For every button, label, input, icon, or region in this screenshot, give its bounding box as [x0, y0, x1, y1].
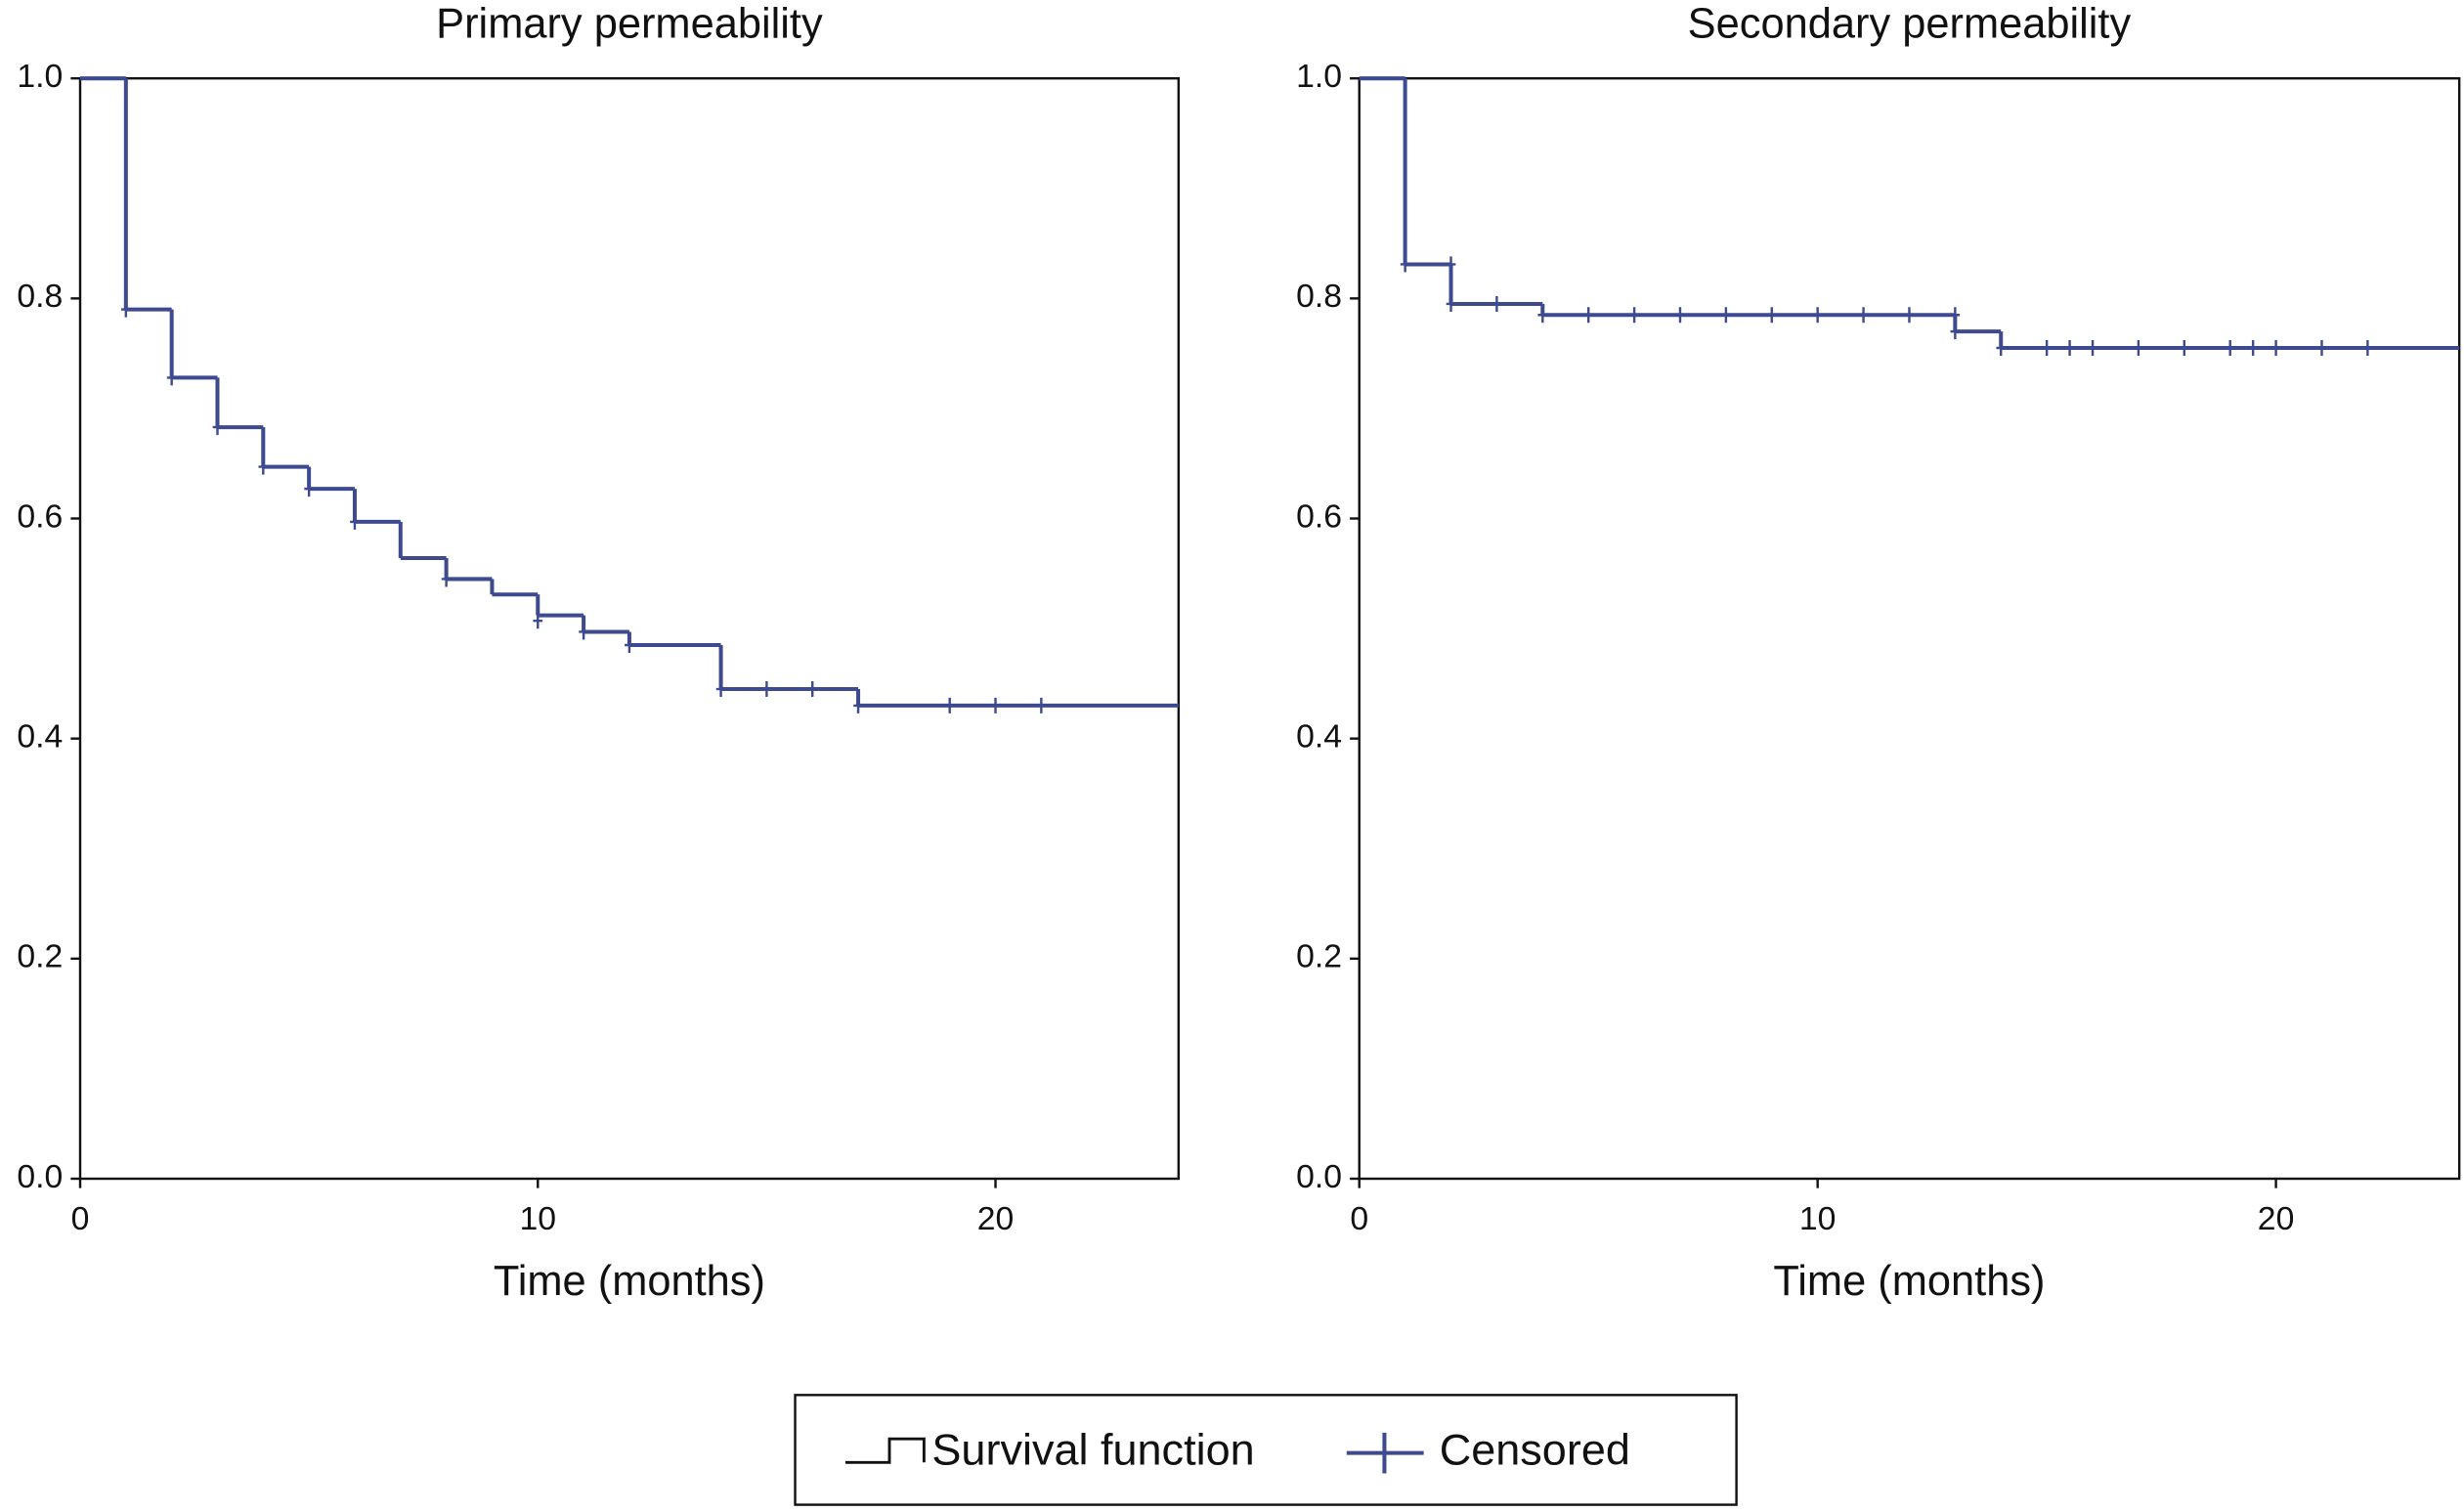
y-tick-label: 1.0	[17, 58, 63, 95]
y-tick-label: 0.0	[1296, 1158, 1342, 1195]
x-axis-label: Time (months)	[1773, 1258, 2045, 1305]
y-tick-label: 0.4	[1296, 718, 1342, 756]
x-tick-label: 10	[519, 1200, 556, 1237]
y-tick-label: 0.0	[17, 1158, 63, 1195]
y-tick-label: 0.8	[1296, 278, 1342, 315]
y-tick-label: 0.8	[17, 278, 63, 315]
censored-mark	[1583, 307, 1594, 324]
censored-mark	[2064, 339, 2075, 357]
chart-title: Secondary permeability	[1688, 1, 2132, 48]
censored-mark	[1721, 307, 1731, 324]
x-tick-label: 20	[977, 1200, 1015, 1237]
censored-mark	[1950, 324, 1961, 340]
plot-frame	[1358, 76, 2461, 1181]
censored-mark	[304, 481, 314, 497]
censored-mark	[2270, 339, 2281, 357]
censored-mark	[1446, 256, 1456, 273]
censored-mark	[579, 624, 588, 640]
legend-symbol	[844, 1437, 926, 1464]
censored-mark	[807, 680, 818, 698]
censored-mark	[121, 301, 131, 318]
censored-mark	[1036, 697, 1047, 713]
censored-mark	[166, 369, 177, 386]
legend-symbol	[1346, 1432, 1424, 1474]
censored-mark	[1491, 295, 1502, 312]
censored-mark	[1904, 307, 1915, 324]
y-tick-label: 0.6	[1296, 497, 1342, 535]
x-tick-label: 20	[2258, 1200, 2295, 1237]
legend-box	[794, 1394, 1738, 1506]
y-tick-label: 0.2	[1296, 938, 1342, 975]
censored-mark	[944, 697, 955, 713]
x-tick-label: 0	[71, 1200, 90, 1237]
censored-mark	[2042, 339, 2052, 357]
censored-mark	[2179, 339, 2189, 357]
x-axis-label: Time (months)	[494, 1258, 765, 1305]
censored-mark	[2134, 339, 2143, 357]
x-tick-label: 0	[1350, 1200, 1368, 1237]
censored-mark	[1996, 339, 2007, 357]
censored-mark	[1537, 307, 1548, 324]
censored-mark	[533, 613, 543, 629]
censored-mark	[1629, 307, 1639, 324]
x-tick-label: 10	[1799, 1200, 1837, 1237]
censored-mark	[2248, 339, 2258, 357]
y-tick-label: 0.4	[17, 718, 63, 756]
censored-mark	[1950, 307, 1961, 324]
legend-label: Censored	[1440, 1425, 1630, 1475]
censored-mark	[1446, 295, 1456, 312]
plot-frame	[78, 76, 1181, 1181]
censored-mark	[212, 419, 223, 436]
censored-mark	[715, 680, 726, 698]
censored-mark	[1400, 256, 1410, 273]
censored-mark	[1858, 307, 1869, 324]
censored-mark	[2225, 339, 2235, 357]
legend-label: Survival function	[931, 1425, 1254, 1475]
censored-mark	[1812, 307, 1823, 324]
censored-mark	[1675, 307, 1685, 324]
censored-mark	[2088, 339, 2097, 357]
y-tick-label: 1.0	[1296, 58, 1342, 95]
y-tick-label: 0.2	[17, 938, 63, 975]
censored-mark	[2362, 339, 2373, 357]
censored-mark	[2316, 339, 2327, 357]
censored-mark	[1766, 307, 1777, 324]
censored-mark	[625, 636, 634, 654]
censored-mark	[990, 697, 1001, 713]
chart-title: Primary permeability	[436, 1, 823, 48]
censored-mark	[761, 680, 772, 698]
censored-mark	[350, 513, 360, 530]
censored-mark	[853, 697, 863, 713]
censored-mark	[441, 571, 452, 587]
y-tick-label: 0.6	[17, 497, 63, 535]
censored-mark	[258, 458, 269, 475]
